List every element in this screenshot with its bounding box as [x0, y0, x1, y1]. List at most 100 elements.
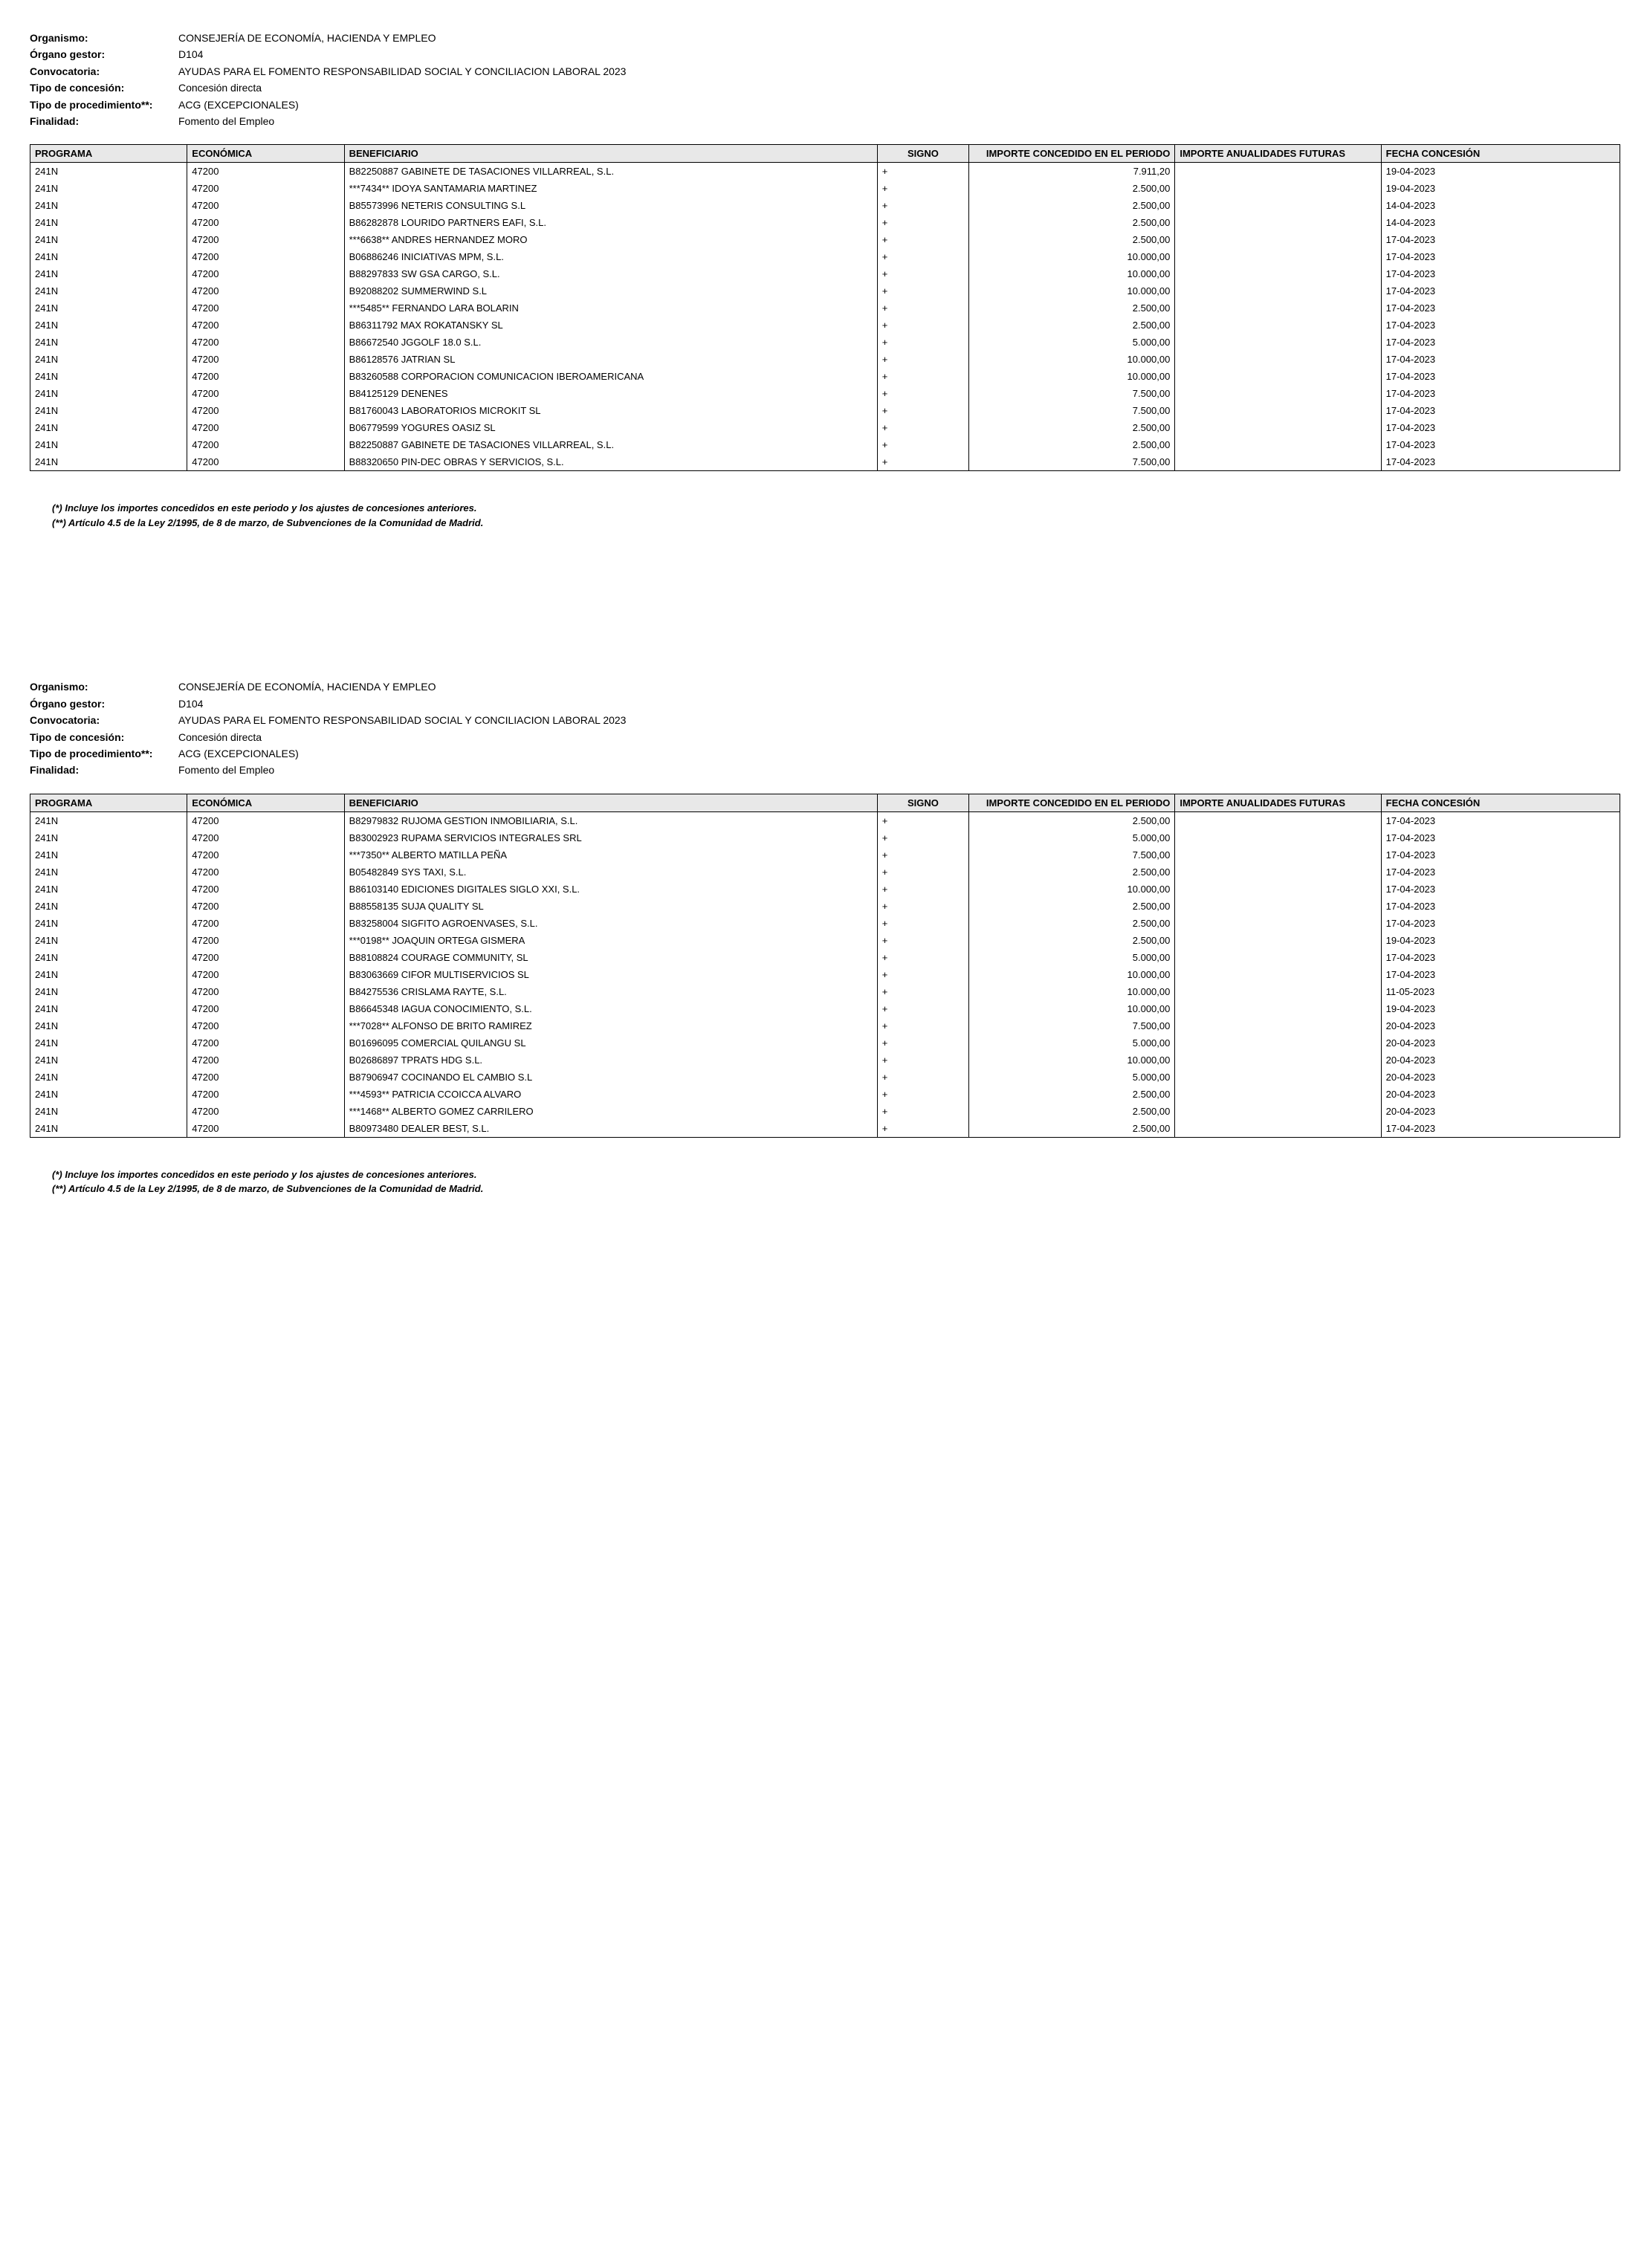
table-row: 241N47200***1468** ALBERTO GOMEZ CARRILE…	[30, 1103, 1620, 1120]
table-row: 241N47200B88297833 SW GSA CARGO, S.L.+10…	[30, 265, 1620, 282]
cell-signo: +	[877, 453, 968, 471]
cell-signo: +	[877, 351, 968, 368]
label-organo-gestor: Órgano gestor:	[30, 696, 178, 712]
col-signo: SIGNO	[877, 794, 968, 811]
cell-programa: 241N	[30, 1103, 187, 1120]
table-row: 241N47200***7350** ALBERTO MATILLA PEÑA+…	[30, 846, 1620, 864]
cell-programa: 241N	[30, 197, 187, 214]
value-finalidad: Fomento del Empleo	[178, 762, 1620, 778]
cell-signo: +	[877, 915, 968, 932]
cell-futuras	[1175, 214, 1381, 231]
cell-economica: 47200	[187, 864, 344, 881]
cell-programa: 241N	[30, 1086, 187, 1103]
cell-signo: +	[877, 966, 968, 983]
cell-fecha: 17-04-2023	[1381, 811, 1620, 829]
cell-programa: 241N	[30, 248, 187, 265]
cell-programa: 241N	[30, 180, 187, 197]
cell-programa: 241N	[30, 368, 187, 385]
value-organismo: CONSEJERÍA DE ECONOMÍA, HACIENDA Y EMPLE…	[178, 30, 1620, 46]
cell-importe: 2.500,00	[969, 915, 1175, 932]
cell-importe: 10.000,00	[969, 351, 1175, 368]
value-organo-gestor: D104	[178, 696, 1620, 712]
cell-beneficiario: B02686897 TPRATS HDG S.L.	[344, 1052, 877, 1069]
cell-signo: +	[877, 949, 968, 966]
table-header-row: PROGRAMA ECONÓMICA BENEFICIARIO SIGNO IM…	[30, 145, 1620, 163]
label-convocatoria: Convocatoria:	[30, 63, 178, 80]
cell-signo: +	[877, 265, 968, 282]
cell-economica: 47200	[187, 1103, 344, 1120]
table-row: 241N47200B86645348 IAGUA CONOCIMIENTO, S…	[30, 1000, 1620, 1017]
cell-economica: 47200	[187, 966, 344, 983]
cell-futuras	[1175, 1017, 1381, 1034]
cell-programa: 241N	[30, 864, 187, 881]
cell-programa: 241N	[30, 932, 187, 949]
cell-beneficiario: B84275536 CRISLAMA RAYTE, S.L.	[344, 983, 877, 1000]
cell-economica: 47200	[187, 811, 344, 829]
cell-fecha: 20-04-2023	[1381, 1103, 1620, 1120]
cell-economica: 47200	[187, 453, 344, 471]
cell-signo: +	[877, 1017, 968, 1034]
cell-fecha: 17-04-2023	[1381, 248, 1620, 265]
cell-economica: 47200	[187, 1034, 344, 1052]
cell-programa: 241N	[30, 1000, 187, 1017]
cell-fecha: 17-04-2023	[1381, 864, 1620, 881]
cell-importe: 2.500,00	[969, 864, 1175, 881]
cell-signo: +	[877, 1000, 968, 1017]
label-tipo-concesion: Tipo de concesión:	[30, 729, 178, 745]
cell-importe: 10.000,00	[969, 966, 1175, 983]
table-row: 241N47200B80973480 DEALER BEST, S.L.+2.5…	[30, 1120, 1620, 1138]
cell-futuras	[1175, 299, 1381, 317]
value-tipo-procedimiento: ACG (EXCEPCIONALES)	[178, 745, 1620, 762]
header-row-organo-gestor: Órgano gestor: D104	[30, 696, 1620, 712]
cell-signo: +	[877, 231, 968, 248]
cell-importe: 2.500,00	[969, 180, 1175, 197]
cell-beneficiario: B86282878 LOURIDO PARTNERS EAFI, S.L.	[344, 214, 877, 231]
cell-economica: 47200	[187, 214, 344, 231]
cell-importe: 2.500,00	[969, 811, 1175, 829]
footnote-1: (*) Incluye los importes concedidos en e…	[52, 501, 1620, 516]
cell-signo: +	[877, 368, 968, 385]
cell-fecha: 11-05-2023	[1381, 983, 1620, 1000]
page-1: Organismo: CONSEJERÍA DE ECONOMÍA, HACIE…	[30, 30, 1620, 530]
cell-fecha: 17-04-2023	[1381, 881, 1620, 898]
cell-signo: +	[877, 180, 968, 197]
cell-beneficiario: B83063669 CIFOR MULTISERVICIOS SL	[344, 966, 877, 983]
cell-programa: 241N	[30, 1052, 187, 1069]
cell-fecha: 17-04-2023	[1381, 231, 1620, 248]
table-row: 241N47200B83063669 CIFOR MULTISERVICIOS …	[30, 966, 1620, 983]
cell-programa: 241N	[30, 898, 187, 915]
cell-fecha: 19-04-2023	[1381, 1000, 1620, 1017]
grants-table-1: PROGRAMA ECONÓMICA BENEFICIARIO SIGNO IM…	[30, 144, 1620, 471]
cell-futuras	[1175, 898, 1381, 915]
cell-futuras	[1175, 453, 1381, 471]
cell-programa: 241N	[30, 317, 187, 334]
cell-fecha: 20-04-2023	[1381, 1052, 1620, 1069]
cell-importe: 2.500,00	[969, 317, 1175, 334]
cell-signo: +	[877, 1034, 968, 1052]
cell-programa: 241N	[30, 163, 187, 181]
cell-signo: +	[877, 1086, 968, 1103]
cell-importe: 5.000,00	[969, 949, 1175, 966]
cell-importe: 2.500,00	[969, 214, 1175, 231]
cell-signo: +	[877, 419, 968, 436]
cell-importe: 7.500,00	[969, 453, 1175, 471]
footnotes: (*) Incluye los importes concedidos en e…	[52, 1167, 1620, 1196]
header-block: Organismo: CONSEJERÍA DE ECONOMÍA, HACIE…	[30, 678, 1620, 778]
cell-signo: +	[877, 881, 968, 898]
footnotes: (*) Incluye los importes concedidos en e…	[52, 501, 1620, 530]
cell-programa: 241N	[30, 1017, 187, 1034]
cell-programa: 241N	[30, 214, 187, 231]
cell-beneficiario: B85573996 NETERIS CONSULTING S.L	[344, 197, 877, 214]
cell-programa: 241N	[30, 1069, 187, 1086]
cell-economica: 47200	[187, 1052, 344, 1069]
cell-economica: 47200	[187, 163, 344, 181]
cell-beneficiario: B83260588 CORPORACION COMUNICACION IBERO…	[344, 368, 877, 385]
table-row: 241N47200B86103140 EDICIONES DIGITALES S…	[30, 881, 1620, 898]
cell-importe: 10.000,00	[969, 1052, 1175, 1069]
value-tipo-concesion: Concesión directa	[178, 80, 1620, 96]
cell-fecha: 17-04-2023	[1381, 334, 1620, 351]
cell-futuras	[1175, 829, 1381, 846]
cell-importe: 10.000,00	[969, 881, 1175, 898]
cell-beneficiario: B92088202 SUMMERWIND S.L	[344, 282, 877, 299]
cell-programa: 241N	[30, 436, 187, 453]
